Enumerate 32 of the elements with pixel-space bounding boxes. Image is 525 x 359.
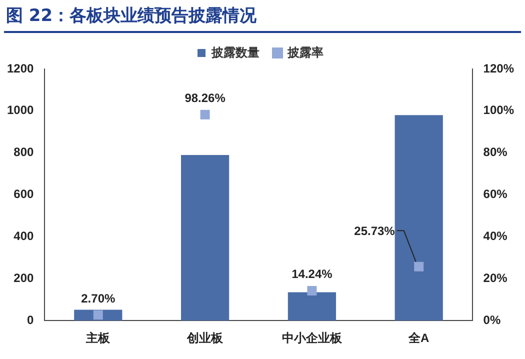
legend-label: 披露率 <box>286 45 324 60</box>
data-label: 14.24% <box>292 267 333 282</box>
y2-tick-label: 60% <box>483 187 508 202</box>
data-label: 2.70% <box>81 291 116 306</box>
x-tick-label: 创业板 <box>186 331 224 346</box>
y-tick-label: 1000 <box>6 103 34 118</box>
x-tick-label: 全A <box>408 331 430 346</box>
data-label: 25.73% <box>354 224 396 238</box>
y2-tick-label: 40% <box>483 229 508 244</box>
bar <box>288 292 336 321</box>
data-label: 98.26% <box>184 90 226 105</box>
bar <box>180 154 230 321</box>
y-tick-label: 800 <box>14 145 34 160</box>
y-tick-label: 0 <box>27 312 34 327</box>
point <box>93 310 103 320</box>
y2-tick-label: 100% <box>483 103 514 118</box>
y2-tick-label: 80% <box>483 145 508 160</box>
chart-title: 图 22：各板块业绩预告披露情况 <box>4 4 521 33</box>
y2-tick-label: 0% <box>483 312 501 327</box>
y-tick-label: 200 <box>14 270 34 285</box>
point <box>200 110 210 120</box>
legend-label: 披露数量 <box>210 45 260 60</box>
y-tick-label: 400 <box>14 229 34 244</box>
point <box>414 262 424 272</box>
x-tick-label: 主板 <box>85 331 112 346</box>
y2-tick-label: 120% <box>483 61 514 76</box>
y-tick-label: 1200 <box>6 61 34 76</box>
bar <box>394 115 443 321</box>
point <box>307 286 317 296</box>
x-tick-label: 中小企业板 <box>282 331 343 346</box>
y2-tick-label: 20% <box>483 270 508 285</box>
y-tick-label: 600 <box>14 187 34 202</box>
